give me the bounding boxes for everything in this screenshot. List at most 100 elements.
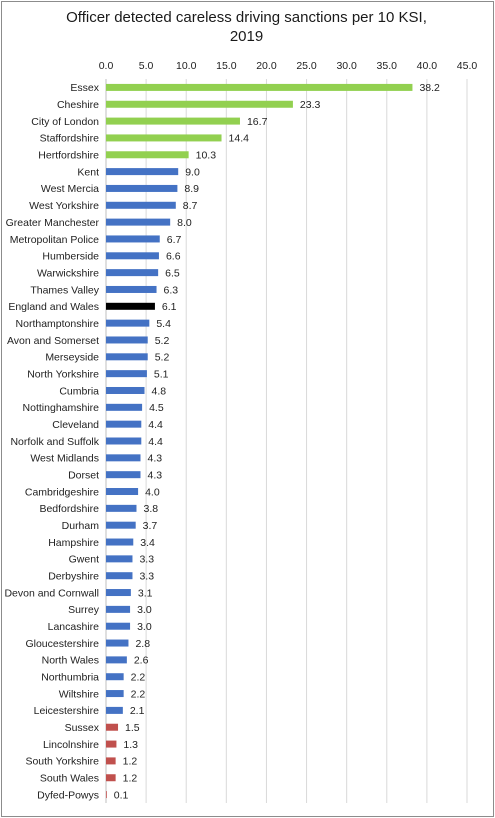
category-label: Nottinghamshire [23,402,100,414]
data-label: 8.9 [184,183,199,195]
bar [106,538,134,546]
category-label: Surrey [68,604,100,616]
category-label: Hampshire [48,537,99,549]
bar [106,285,157,293]
data-label: 8.7 [183,200,198,212]
bar [106,471,141,479]
data-label: 10.3 [196,150,217,162]
category-label: Kent [77,166,99,178]
bar [106,353,148,361]
bar [106,370,147,378]
bar [106,706,123,714]
bar [106,218,171,226]
category-label: Warwickshire [37,267,99,279]
data-label: 5.4 [156,318,171,330]
data-label: 1.3 [123,739,138,751]
bar [106,386,145,394]
data-label: 4.0 [145,486,160,498]
bar [106,622,131,630]
category-label: Avon and Somerset [7,335,99,347]
category-label: Gwent [69,554,99,566]
data-label: 4.3 [147,469,162,481]
bar [106,639,129,647]
category-label: Northamptonshire [16,318,100,330]
chart-title: Officer detected careless driving sancti… [0,8,493,46]
bar [106,235,160,243]
data-label: 14.4 [229,133,250,145]
data-label: 3.3 [139,570,154,582]
data-label: 1.5 [125,722,140,734]
data-label: 2.2 [131,688,146,700]
x-tick-label: 25.0 [296,60,317,72]
data-label: 2.1 [130,705,145,717]
category-label: Merseyside [45,352,99,364]
category-label: Gloucestershire [25,638,99,650]
data-label: 23.3 [300,99,321,111]
category-label: Lincolnshire [43,739,99,751]
category-label: Dyfed-Powys [37,789,99,801]
data-label: 6.1 [162,301,177,313]
bar [106,201,176,209]
data-label: 1.2 [123,756,138,768]
data-label: 8.0 [177,217,192,229]
data-label: 4.5 [149,402,164,414]
bar [106,117,240,125]
bar [106,100,293,108]
category-label: Bedfordshire [39,503,99,515]
category-label: Humberside [42,251,99,263]
data-label: 3.0 [137,621,152,633]
category-label: City of London [31,116,99,128]
bar [106,673,124,681]
bar [106,656,127,664]
data-label: 0.1 [114,789,129,801]
category-label: North Wales [42,655,99,667]
bar [106,403,143,411]
x-tick-label: 0.0 [99,60,114,72]
category-label: Sussex [65,722,100,734]
data-label: 16.7 [247,116,268,128]
category-label: West Midlands [30,453,99,465]
data-label: 6.3 [164,284,179,296]
chart-title-line1: Officer detected careless driving sancti… [66,9,427,26]
data-label: 4.8 [152,385,167,397]
data-label: 5.1 [154,368,169,380]
data-label: 2.8 [135,638,150,650]
category-label: Northumbria [41,672,99,684]
category-label: Thames Valley [30,284,99,296]
data-label: 3.4 [140,537,155,549]
data-label: 1.2 [123,773,138,785]
bar [106,605,131,613]
data-label: 3.1 [138,587,153,599]
category-label: Lancashire [48,621,100,633]
data-label: 2.6 [134,655,149,667]
x-tick-label: 5.0 [139,60,154,72]
bar [106,151,189,159]
data-label: 5.2 [155,352,170,364]
bar [106,454,141,462]
category-label: North Yorkshire [27,368,99,380]
data-label: 6.5 [165,267,180,279]
bar [106,168,179,176]
bar [106,83,413,91]
bar [106,488,139,496]
category-label: Dorset [68,469,99,481]
x-tick-label: 30.0 [336,60,357,72]
category-label: Metropolitan Police [10,234,99,246]
category-label: Derbyshire [48,570,99,582]
bar [106,740,117,748]
x-tick-label: 35.0 [377,60,398,72]
category-label: Cleveland [52,419,99,431]
category-label: Wiltshire [59,688,99,700]
category-label: Leicestershire [34,705,100,717]
bar [106,723,119,731]
category-label: West Yorkshire [29,200,99,212]
data-label: 5.2 [155,335,170,347]
bar [106,774,116,782]
x-tick-label: 45.0 [457,60,478,72]
category-label: Norfolk and Suffolk [10,436,99,448]
bar [106,504,137,512]
bar [106,791,107,799]
bar [106,572,133,580]
